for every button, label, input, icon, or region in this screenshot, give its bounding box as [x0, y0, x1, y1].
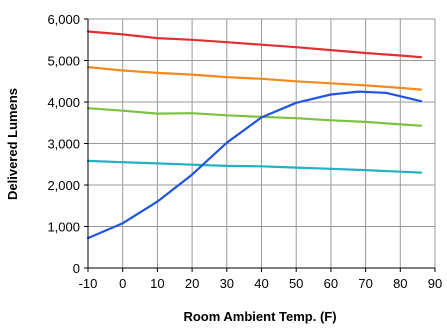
x-tick-labels: -10 0 10 20 30 40 50 60 70 80 90	[79, 276, 443, 291]
x-tick-label: 30	[220, 276, 234, 291]
x-tick-label: 80	[393, 276, 407, 291]
y-tick-label: 4,000	[47, 95, 80, 110]
x-axis-title: Room Ambient Temp. (F)	[183, 309, 336, 324]
y-tick-label: 2,000	[47, 178, 80, 193]
series-line-2	[86, 65, 423, 91]
y-tick-label: 5,000	[47, 54, 80, 69]
x-tick-label: -10	[79, 276, 98, 291]
axes	[84, 18, 436, 272]
y-tick-label: 6,000	[47, 12, 80, 27]
series-line-1	[86, 30, 423, 59]
y-tick-label: 1,000	[47, 220, 80, 235]
x-tick-label: 10	[150, 276, 164, 291]
x-tick-label: 0	[119, 276, 126, 291]
x-tick-label: 70	[358, 276, 372, 291]
series-lines	[86, 30, 423, 240]
x-tick-label: 90	[428, 276, 442, 291]
series-line-5	[86, 90, 423, 240]
x-tick-label: 60	[324, 276, 338, 291]
y-tick-label: 0	[73, 261, 80, 276]
y-tick-label: 3,000	[47, 137, 80, 152]
y-axis-title: Delivered Lumens	[5, 88, 20, 200]
y-tick-labels: 0 1,000 2,000 3,000 4,000 5,000 6,000	[47, 12, 80, 276]
x-tick-label: 50	[289, 276, 303, 291]
gridlines	[88, 18, 436, 268]
x-tick-label: 40	[254, 276, 268, 291]
x-tick-label: 20	[185, 276, 199, 291]
series-line-4	[86, 159, 423, 174]
